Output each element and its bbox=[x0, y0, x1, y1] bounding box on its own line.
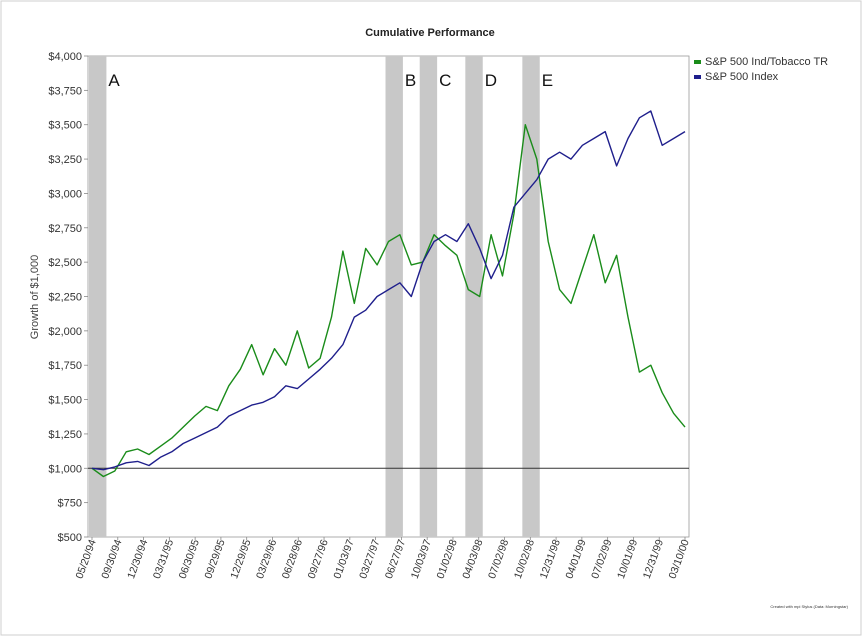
y-tick-label: $500 bbox=[58, 532, 82, 544]
legend-label: S&P 500 Ind/Tobacco TR bbox=[705, 56, 828, 68]
y-tick-label: $3,750 bbox=[48, 85, 82, 97]
legend-swatch bbox=[694, 75, 701, 79]
y-tick-label: $3,250 bbox=[48, 154, 82, 166]
y-axis-label: Growth of $1,000 bbox=[29, 255, 41, 339]
y-tick-label: $4,000 bbox=[48, 51, 82, 63]
band-label-e: E bbox=[542, 71, 553, 90]
band-label-d: D bbox=[485, 71, 497, 90]
band-label-c: C bbox=[439, 71, 451, 90]
shaded-periods: A B C D E bbox=[89, 56, 553, 537]
series-line-sp500-index bbox=[91, 110, 686, 471]
y-tick-label: $1,750 bbox=[48, 360, 82, 372]
band-label-b: B bbox=[405, 71, 416, 90]
footer-note: Created with mpi Stylus (Data: Morningst… bbox=[770, 604, 848, 609]
y-tick-label: $3,500 bbox=[48, 120, 82, 132]
shaded-band-c bbox=[419, 56, 438, 537]
legend-swatch bbox=[694, 60, 701, 64]
y-tick-label: $2,500 bbox=[48, 257, 82, 269]
shaded-band-b bbox=[385, 56, 403, 537]
y-tick-label: $2,250 bbox=[48, 292, 82, 304]
y-tick-label: $2,750 bbox=[48, 223, 82, 235]
series-lines bbox=[91, 110, 686, 478]
shaded-band-a bbox=[89, 56, 107, 537]
legend: S&P 500 Ind/Tobacco TR S&P 500 Index bbox=[694, 56, 828, 83]
y-tick-label: $1,000 bbox=[48, 463, 82, 475]
y-tick-label: $2,000 bbox=[48, 326, 82, 338]
legend-label: S&P 500 Index bbox=[705, 71, 779, 83]
y-tick-label: $1,250 bbox=[48, 429, 82, 441]
shaded-band-d bbox=[465, 56, 483, 537]
shaded-band-e bbox=[522, 56, 540, 537]
chart-title: Cumulative Performance bbox=[365, 27, 495, 39]
y-tick-label: $3,000 bbox=[48, 188, 82, 200]
y-axis: $500 $750 $1,000 $1,250 $1,500 $1,750 $2,000 $2… bbox=[48, 51, 689, 544]
y-tick-label: $750 bbox=[58, 498, 82, 510]
y-tick-label: $1,500 bbox=[48, 395, 82, 407]
series-line-tobacco-tr bbox=[91, 123, 686, 478]
band-label-a: A bbox=[108, 71, 120, 90]
